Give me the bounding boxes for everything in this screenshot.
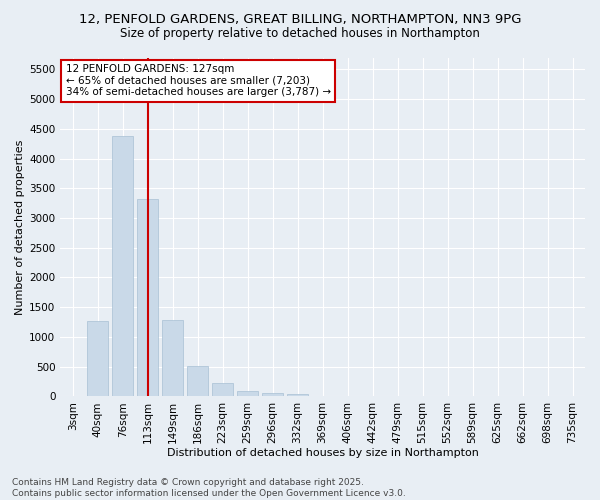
Y-axis label: Number of detached properties: Number of detached properties [15, 139, 25, 314]
Bar [287, 394, 308, 396]
Bar [212, 384, 233, 396]
Bar [137, 199, 158, 396]
Text: Contains HM Land Registry data © Crown copyright and database right 2025.
Contai: Contains HM Land Registry data © Crown c… [12, 478, 406, 498]
Bar [162, 320, 184, 396]
X-axis label: Distribution of detached houses by size in Northampton: Distribution of detached houses by size … [167, 448, 479, 458]
Bar [87, 321, 109, 396]
Text: 12 PENFOLD GARDENS: 127sqm
← 65% of detached houses are smaller (7,203)
34% of s: 12 PENFOLD GARDENS: 127sqm ← 65% of deta… [65, 64, 331, 98]
Bar [262, 393, 283, 396]
Bar [112, 136, 133, 396]
Bar [237, 391, 258, 396]
Text: Size of property relative to detached houses in Northampton: Size of property relative to detached ho… [120, 28, 480, 40]
Bar [187, 366, 208, 396]
Text: 12, PENFOLD GARDENS, GREAT BILLING, NORTHAMPTON, NN3 9PG: 12, PENFOLD GARDENS, GREAT BILLING, NORT… [79, 12, 521, 26]
